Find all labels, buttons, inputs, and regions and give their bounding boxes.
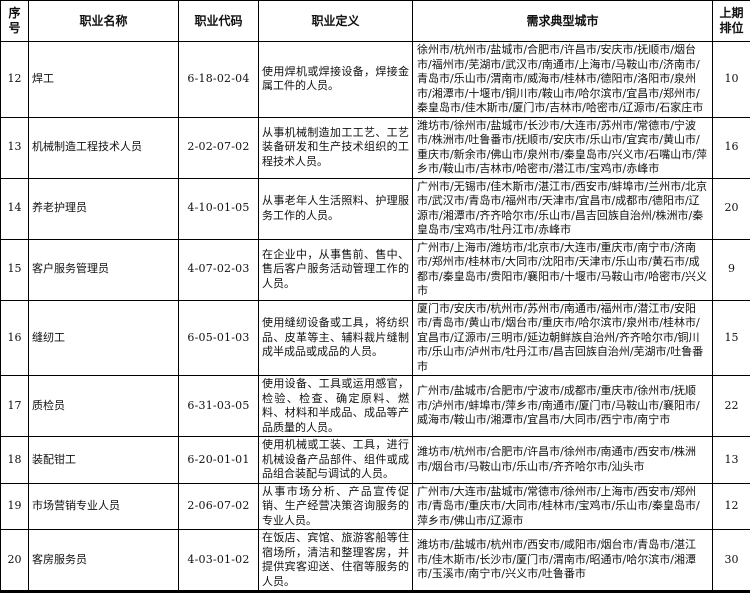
cell-serial-number: 12 xyxy=(1,42,29,118)
cell-occupation-code: 2-06-07-02 xyxy=(179,483,259,530)
cell-occupation-name: 养老护理员 xyxy=(29,178,179,239)
table-row: 16 缝纫工 6-05-01-03 使用缝纫设备或工具，将纺织品、皮革等主、辅料… xyxy=(1,300,750,376)
cell-occupation-name: 市场营销专业人员 xyxy=(29,483,179,530)
cell-occupation-name: 焊工 xyxy=(29,42,179,118)
table-row: 18 装配钳工 6-20-01-01 使用机械或工装、工具，进行机械设备产品部件… xyxy=(1,437,750,484)
cell-previous-rank: 13 xyxy=(713,437,750,484)
table-row: 19 市场营销专业人员 2-06-07-02 从事市场分析、产品宣传促销、生产经… xyxy=(1,483,750,530)
cell-previous-rank: 9 xyxy=(713,239,750,300)
cell-occupation-code: 6-31-03-05 xyxy=(179,376,259,437)
cell-occupation-definition: 在饭店、宾馆、旅游客船等住宿场所，清洁和整理客房，并提供宾客迎送、住宿等服务的人… xyxy=(259,530,413,592)
cell-occupation-code: 4-07-02-03 xyxy=(179,239,259,300)
cell-demand-cities: 厦门市/安庆市/杭州市/苏州市/南通市/福州市/潜江市/安阳市/青岛市/黄山市/… xyxy=(413,300,713,376)
cell-occupation-definition: 从事市场分析、产品宣传促销、生产经营决策咨询服务的专业人员。 xyxy=(259,483,413,530)
cell-occupation-definition: 从事机械制造加工工艺、工艺装备研发和生产技术组织的工程技术人员。 xyxy=(259,117,413,178)
cell-previous-rank: 10 xyxy=(713,42,750,118)
cell-demand-cities: 潍坊市/杭州市/合肥市/许昌市/徐州市/南通市/西安市/株洲市/烟台市/马鞍山市… xyxy=(413,437,713,484)
cell-occupation-name: 客户服务管理员 xyxy=(29,239,179,300)
cell-demand-cities: 徐州市/杭州市/盐城市/合肥市/许昌市/安庆市/抚顺市/烟台市/福州市/芜湖市/… xyxy=(413,42,713,118)
table-row: 20 客房服务员 4-03-01-02 在饭店、宾馆、旅游客船等住宿场所，清洁和… xyxy=(1,530,750,592)
table-row: 14 养老护理员 4-10-01-05 从事老年人生活照料、护理服务工作的人员。… xyxy=(1,178,750,239)
cell-occupation-definition: 从事老年人生活照料、护理服务工作的人员。 xyxy=(259,178,413,239)
table-body: 12 焊工 6-18-02-04 使用焊机或焊接设备，焊接金属工件的人员。 徐州… xyxy=(1,42,750,592)
cell-demand-cities: 广州市/上海市/潍坊市/北京市/大连市/重庆市/南宁市/济南市/郑州市/桂林市/… xyxy=(413,239,713,300)
cell-demand-cities: 广州市/无锡市/佳木斯市/湛江市/西安市/蚌埠市/兰州市/北京市/武汉市/青岛市… xyxy=(413,178,713,239)
cell-serial-number: 17 xyxy=(1,376,29,437)
cell-serial-number: 13 xyxy=(1,117,29,178)
cell-occupation-name: 装配钳工 xyxy=(29,437,179,484)
cell-occupation-code: 6-18-02-04 xyxy=(179,42,259,118)
cell-serial-number: 14 xyxy=(1,178,29,239)
cell-demand-cities: 潍坊市/盐城市/杭州市/西安市/咸阳市/烟台市/青岛市/湛江市/佳木斯市/长沙市… xyxy=(413,530,713,592)
header-row: 序号 职业名称 职业代码 职业定义 需求典型城市 上期排位 xyxy=(1,1,750,42)
cell-occupation-definition: 使用缝纫设备或工具，将纺织品、皮革等主、辅料裁片缝制成半成品或成品的人员。 xyxy=(259,300,413,376)
cell-previous-rank: 30 xyxy=(713,530,750,592)
cell-serial-number: 19 xyxy=(1,483,29,530)
cell-previous-rank: 16 xyxy=(713,117,750,178)
cell-occupation-code: 6-05-01-03 xyxy=(179,300,259,376)
cell-serial-number: 20 xyxy=(1,530,29,592)
column-header-cities: 需求典型城市 xyxy=(413,1,713,42)
cell-demand-cities: 广州市/大连市/盐城市/常德市/徐州市/上海市/西安市/郑州市/青岛市/重庆市/… xyxy=(413,483,713,530)
cell-occupation-definition: 使用机械或工装、工具，进行机械设备产品部件、组件或成品组合装配与调试的人员。 xyxy=(259,437,413,484)
cell-occupation-code: 2-02-07-02 xyxy=(179,117,259,178)
cell-occupation-definition: 在企业中，从事售前、售中、售后客户服务活动管理工作的人员。 xyxy=(259,239,413,300)
column-header-definition: 职业定义 xyxy=(259,1,413,42)
cell-occupation-definition: 使用焊机或焊接设备，焊接金属工件的人员。 xyxy=(259,42,413,118)
table-row: 17 质检员 6-31-03-05 使用设备、工具或运用感官，检验、检查、确定原… xyxy=(1,376,750,437)
cell-occupation-name: 客房服务员 xyxy=(29,530,179,592)
column-header-serial: 序号 xyxy=(1,1,29,42)
cell-demand-cities: 潍坊市/徐州市/盐城市/长沙市/大连市/苏州市/常德市/宁波市/株洲市/吐鲁番市… xyxy=(413,117,713,178)
cell-occupation-name: 缝纫工 xyxy=(29,300,179,376)
table-row: 12 焊工 6-18-02-04 使用焊机或焊接设备，焊接金属工件的人员。 徐州… xyxy=(1,42,750,118)
table-row: 13 机械制造工程技术人员 2-02-07-02 从事机械制造加工工艺、工艺装备… xyxy=(1,117,750,178)
table-header: 序号 职业名称 职业代码 职业定义 需求典型城市 上期排位 xyxy=(1,1,750,42)
cell-previous-rank: 15 xyxy=(713,300,750,376)
cell-previous-rank: 20 xyxy=(713,178,750,239)
cell-serial-number: 15 xyxy=(1,239,29,300)
cell-occupation-definition: 使用设备、工具或运用感官，检验、检查、确定原料、燃料、材料和半成品、成品等产品质… xyxy=(259,376,413,437)
cell-demand-cities: 广州市/盐城市/合肥市/宁波市/成都市/重庆市/徐州市/抚顺市/泸州市/蚌埠市/… xyxy=(413,376,713,437)
cell-occupation-name: 质检员 xyxy=(29,376,179,437)
cell-occupation-name: 机械制造工程技术人员 xyxy=(29,117,179,178)
column-header-occupation-name: 职业名称 xyxy=(29,1,179,42)
cell-previous-rank: 22 xyxy=(713,376,750,437)
cell-occupation-code: 4-03-01-02 xyxy=(179,530,259,592)
cell-occupation-code: 4-10-01-05 xyxy=(179,178,259,239)
cell-serial-number: 18 xyxy=(1,437,29,484)
cell-serial-number: 16 xyxy=(1,300,29,376)
column-header-occupation-code: 职业代码 xyxy=(179,1,259,42)
column-header-prev-rank: 上期排位 xyxy=(713,1,750,42)
cell-previous-rank: 12 xyxy=(713,483,750,530)
table-row: 15 客户服务管理员 4-07-02-03 在企业中，从事售前、售中、售后客户服… xyxy=(1,239,750,300)
cell-occupation-code: 6-20-01-01 xyxy=(179,437,259,484)
